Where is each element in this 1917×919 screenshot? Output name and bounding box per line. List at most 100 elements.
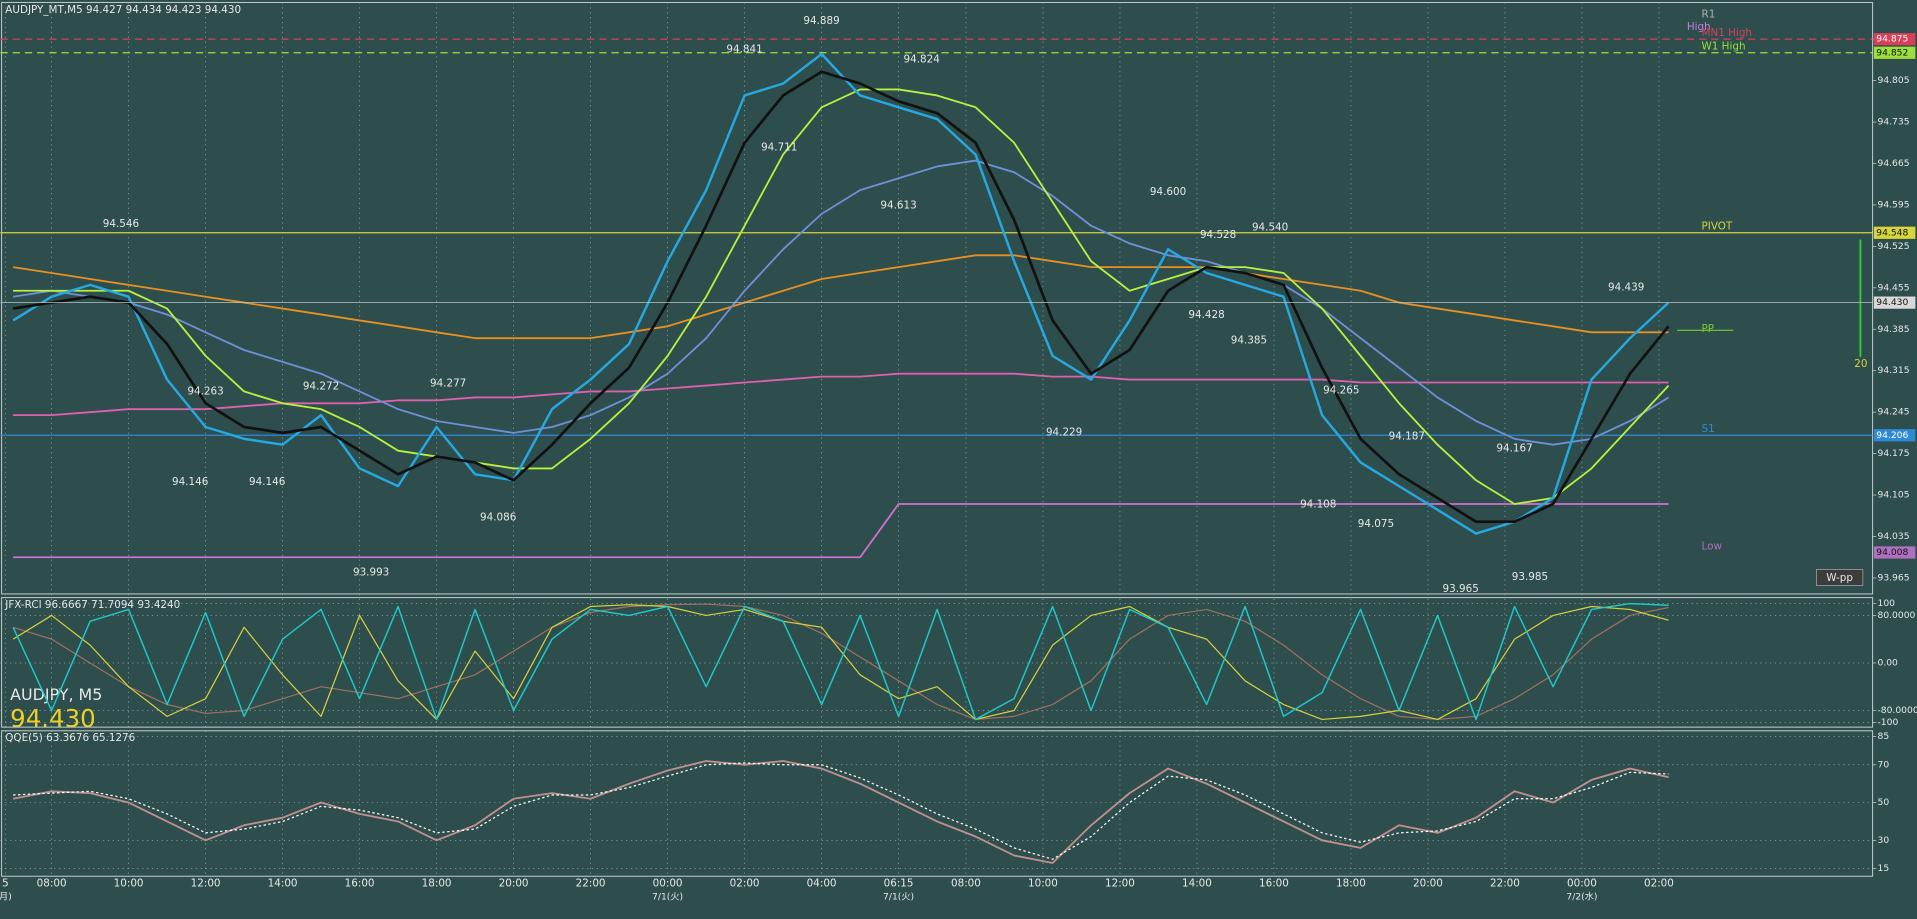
extremum-label: 94.075 <box>1358 518 1394 530</box>
y-tick-label: 94.805 <box>1878 75 1910 86</box>
series-line <box>13 88 1670 505</box>
y-tick-label: -100 <box>1878 717 1899 728</box>
level-price-label: 94.206 <box>1876 430 1908 441</box>
date-label: 7/1(火) <box>883 892 914 903</box>
r1-label: R1 <box>1702 9 1716 21</box>
y-tick-label: 94.175 <box>1878 448 1910 459</box>
atr-label: 20 <box>1854 358 1867 370</box>
x-tick-label: 12:00 <box>1105 878 1135 890</box>
date-label: 7/2(水) <box>1566 891 1597 903</box>
extremum-label: 94.824 <box>904 54 941 66</box>
x-tick-label: 06:15 <box>884 878 914 890</box>
y-tick-label: 94.385 <box>1878 324 1910 335</box>
extremum-label: 94.277 <box>430 377 466 389</box>
x-tick-label: 16:00 <box>1259 878 1289 890</box>
x-tick-label: 12:00 <box>191 878 221 890</box>
extremum-label: 94.146 <box>249 476 285 488</box>
x-tick-label: 22:00 <box>1490 878 1520 890</box>
indicator-title: JFX-RCI 96.6667 71.7094 93.4240 <box>4 599 180 611</box>
x-tick-label: 14:00 <box>1182 878 1212 890</box>
y-tick-label: 70 <box>1878 759 1890 770</box>
extremum-label: 94.439 <box>1608 282 1644 294</box>
level-price-box <box>1873 33 1916 46</box>
symbol-header: AUDJPY_MT,M5 94.427 94.434 94.423 94.430 <box>5 4 241 16</box>
current-price-label: 94.430 <box>1876 297 1908 308</box>
extremum-label: 94.187 <box>1389 431 1425 443</box>
indicator-title: QQE(5) 63.3676 65.1276 <box>5 732 135 744</box>
extremum-label: 94.540 <box>1252 222 1288 234</box>
level-name: Low <box>1702 540 1723 552</box>
level-name: MN1 High <box>1702 27 1752 39</box>
level-price-label: 94.548 <box>1876 227 1908 238</box>
level-price-box <box>1873 429 1916 442</box>
extremum-label: 94.108 <box>1300 498 1336 510</box>
x-tick-label: 10:00 <box>114 878 144 890</box>
y-tick-label: 94.455 <box>1878 282 1910 293</box>
x-tick-label: 14:00 <box>268 878 298 890</box>
y-tick-label: 100 <box>1878 598 1896 609</box>
y-tick-label: 85 <box>1878 731 1890 742</box>
series-line <box>12 159 1670 446</box>
y-tick-label: 94.735 <box>1878 117 1910 128</box>
x-tick-label: 18:00 <box>1336 878 1366 890</box>
x-tick-label: 08:00 <box>951 878 981 890</box>
level-name: PP <box>1702 323 1715 335</box>
extremum-label: 94.265 <box>1323 385 1359 397</box>
level-price-label: 94.008 <box>1876 547 1908 558</box>
extremum-label: 94.146 <box>172 476 208 488</box>
extremum-label: 94.841 <box>726 44 762 56</box>
y-tick-label: 94.315 <box>1878 365 1910 376</box>
x-tick-label: 00:00 <box>1567 878 1597 890</box>
y-tick-label: 94.665 <box>1878 158 1910 169</box>
x-tick-label: 10:00 <box>1028 878 1058 890</box>
series-line <box>12 52 1670 535</box>
y-tick-label: 94.035 <box>1878 531 1910 542</box>
extremum-label: 94.600 <box>1150 186 1186 198</box>
x-tick-label: 02:00 <box>1644 878 1674 890</box>
date-label: 7/1(火) <box>652 892 683 903</box>
series-line <box>13 762 1669 860</box>
y-tick-label: 94.595 <box>1878 199 1910 210</box>
x-tick-label: 20:00 <box>499 878 529 890</box>
button-frame[interactable] <box>1816 569 1864 586</box>
y-tick-label: 93.965 <box>1878 572 1910 583</box>
extremum-label: 94.086 <box>480 511 516 523</box>
level-price-box <box>1873 46 1916 59</box>
extremum-label: 94.428 <box>1188 309 1224 321</box>
x-tick-label: 22:00 <box>576 878 606 890</box>
extremum-label: 94.229 <box>1046 427 1082 439</box>
x-tick-label: 18:00 <box>422 878 452 890</box>
extremum-label: 94.613 <box>880 199 916 211</box>
current-price-box <box>1873 296 1916 309</box>
series-line <box>13 372 1669 417</box>
extremum-label: 94.272 <box>303 380 339 392</box>
level-price-label: 94.852 <box>1876 47 1908 58</box>
series-line <box>12 760 1669 864</box>
y-tick-label: 94.245 <box>1878 407 1910 418</box>
extremum-label: 94.711 <box>761 141 797 153</box>
extremum-label: 94.546 <box>103 218 139 230</box>
extremum-label: 93.985 <box>1512 571 1548 583</box>
extremum-label: 93.993 <box>353 566 389 578</box>
x-tick-label: 00:00 <box>653 878 683 890</box>
series-line <box>12 254 1669 340</box>
date-label: 月) <box>0 892 12 903</box>
y-tick-label: 30 <box>1878 835 1890 846</box>
panel-frame <box>1 597 1874 728</box>
overlay-symbol: AUDJPY, M5 <box>10 685 102 704</box>
high-label: High <box>1687 21 1711 33</box>
x-tick-label: 08:00 <box>37 878 67 890</box>
extremum-label: 93.965 <box>1443 583 1479 595</box>
x-tick-label: 5 <box>2 878 9 890</box>
level-name: S1 <box>1702 423 1715 435</box>
extremum-label: 94.528 <box>1200 229 1236 241</box>
y-tick-label: 80.0000 <box>1878 610 1916 621</box>
w-pp-button[interactable]: W-pp <box>1816 569 1864 586</box>
panel-frame <box>1 1 1874 595</box>
extremum-label: 94.385 <box>1231 334 1267 346</box>
y-tick-label: 94.105 <box>1878 490 1910 501</box>
x-tick-label: 04:00 <box>807 878 837 890</box>
level-name: PIVOT <box>1702 221 1733 233</box>
button-label[interactable]: W-pp <box>1826 572 1853 584</box>
